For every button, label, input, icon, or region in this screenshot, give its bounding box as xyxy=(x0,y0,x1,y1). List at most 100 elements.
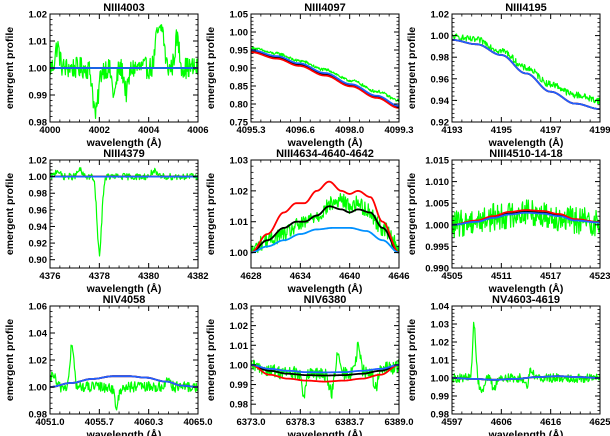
plot-frame xyxy=(451,159,601,269)
y-tick-label: 1.03 xyxy=(230,302,249,313)
x-tick-label: 4616 xyxy=(540,417,561,428)
y-tick-label: 0.995 xyxy=(425,242,449,253)
y-tick-label: 0.98 xyxy=(29,410,48,421)
x-axis-label: wavelength (Å) xyxy=(287,282,363,295)
y-tick-label: 0.85 xyxy=(230,82,249,93)
x-tick-label: 4060.3 xyxy=(134,417,163,428)
y-tick-label: 0.94 xyxy=(29,222,48,233)
model-profile-line xyxy=(251,364,399,374)
x-axis-label: wavelength (Å) xyxy=(287,428,363,436)
panel-title: NIII4003 xyxy=(103,2,145,14)
panel-title: NIII4097 xyxy=(304,2,346,14)
series-group xyxy=(251,46,399,109)
y-tick-label: 1.03 xyxy=(230,156,249,167)
panel-4: NIII4379 4376 4378 4380 4382 0.90 0.92 0.94 0.96… xyxy=(4,148,209,295)
series-group xyxy=(50,344,198,411)
model-profile-line xyxy=(251,50,399,108)
y-tick-label: 0.99 xyxy=(230,380,249,391)
x-tick-label: 4095.3 xyxy=(236,125,265,136)
x-tick-label: 4517 xyxy=(540,271,561,282)
x-tick-label: 4625 xyxy=(589,417,610,428)
y-tick-label: 1.05 xyxy=(230,10,249,21)
x-tick-label: 4597 xyxy=(441,417,462,428)
y-axis-label: emergent profile xyxy=(4,319,16,401)
series-group xyxy=(251,180,399,254)
model-profile-line xyxy=(251,49,399,107)
x-tick-label: 4606 xyxy=(491,417,512,428)
panel-title: NIII4195 xyxy=(505,2,547,14)
y-axis-label: emergent profile xyxy=(205,173,217,255)
y-tick-label: 1.02 xyxy=(230,186,249,197)
model-profile-line xyxy=(251,51,399,109)
y-tick-label: 0.75 xyxy=(230,118,249,129)
y-tick-label: 1.000 xyxy=(425,220,449,231)
model-profile-line xyxy=(251,364,399,383)
y-tick-label: 1.00 xyxy=(230,360,249,371)
x-axis-label: wavelength (Å) xyxy=(488,282,564,295)
y-tick-label: 1.00 xyxy=(29,172,48,183)
model-profile-line xyxy=(251,364,399,377)
x-tick-label: 6383.7 xyxy=(335,417,364,428)
y-tick-label: 1.00 xyxy=(431,31,450,42)
panel-1: NIII4003 4000 4002 4004 4006 0.98 0.99 1.00 1.01… xyxy=(4,2,209,149)
x-tick-label: 4098.0 xyxy=(335,125,364,136)
series-group xyxy=(251,341,399,399)
series-group xyxy=(50,167,198,257)
model-profile-line xyxy=(251,226,399,254)
x-tick-label: 4505 xyxy=(441,271,463,282)
model-profile-line xyxy=(452,375,600,381)
panel-2: NIII4097 4095.3 4096.6 4098.0 4099.3 0.75 0.80… xyxy=(205,2,414,149)
x-tick-label: 4199 xyxy=(589,125,610,136)
x-tick-label: 4376 xyxy=(39,271,60,282)
panel-title: NIV6380 xyxy=(304,294,347,306)
y-tick-label: 0.94 xyxy=(431,96,450,107)
series-group xyxy=(452,199,600,239)
y-tick-label: 1.04 xyxy=(29,329,48,340)
y-tick-label: 0.96 xyxy=(29,205,48,216)
x-tick-label: 4378 xyxy=(89,271,110,282)
y-tick-label: 0.90 xyxy=(230,64,249,75)
y-tick-label: 0.98 xyxy=(431,410,450,421)
y-tick-label: 1.02 xyxy=(29,156,48,167)
y-tick-label: 1.01 xyxy=(431,356,450,367)
y-axis-label: emergent profile xyxy=(406,27,418,109)
x-tick-label: 4646 xyxy=(388,271,409,282)
y-tick-label: 1.00 xyxy=(431,374,450,385)
y-tick-label: 1.01 xyxy=(29,37,48,48)
y-axis-label: emergent profile xyxy=(406,173,418,255)
observed-spectrum-line xyxy=(50,167,198,257)
model-profile-line xyxy=(452,211,600,226)
x-tick-label: 4193 xyxy=(441,125,462,136)
panel-title: NIV4058 xyxy=(103,294,146,306)
y-tick-label: 0.990 xyxy=(425,264,449,275)
y-tick-label: 1.010 xyxy=(425,177,449,188)
y-tick-label: 0.99 xyxy=(431,392,450,403)
y-tick-label: 0.98 xyxy=(431,53,450,64)
y-tick-label: 1.00 xyxy=(29,383,48,394)
y-tick-label: 1.02 xyxy=(431,10,450,21)
observed-spectrum-line xyxy=(50,24,198,120)
x-tick-label: 4004 xyxy=(138,125,160,136)
y-tick-label: 0.98 xyxy=(230,400,249,411)
x-axis-label: wavelength (Å) xyxy=(488,428,564,436)
y-tick-label: 0.90 xyxy=(29,255,48,266)
y-tick-label: 1.06 xyxy=(29,302,48,313)
plot-frame xyxy=(250,13,400,123)
observed-spectrum-line xyxy=(452,33,600,105)
x-tick-label: 4197 xyxy=(540,125,561,136)
x-tick-label: 4195 xyxy=(491,125,513,136)
model-profile-line xyxy=(452,209,600,226)
y-tick-label: 0.98 xyxy=(29,189,48,200)
plot-frame xyxy=(49,159,199,269)
observed-spectrum-line xyxy=(251,192,399,254)
x-tick-label: 4000 xyxy=(39,125,60,136)
y-tick-label: 0.96 xyxy=(431,74,450,85)
x-tick-label: 4006 xyxy=(187,125,208,136)
panel-6: NIII4510-14-18 4505 4511 4517 4523 0.990 0.995… xyxy=(406,148,610,295)
panel-7: NIV4058 4051.0 4055.7 4060.3 4065.0 0.98 1.00 1… xyxy=(4,294,213,436)
x-tick-label: 4634 xyxy=(290,271,312,282)
y-tick-label: 1.00 xyxy=(230,248,249,259)
y-tick-label: 1.03 xyxy=(431,320,450,331)
x-tick-label: 6389.0 xyxy=(384,417,413,428)
